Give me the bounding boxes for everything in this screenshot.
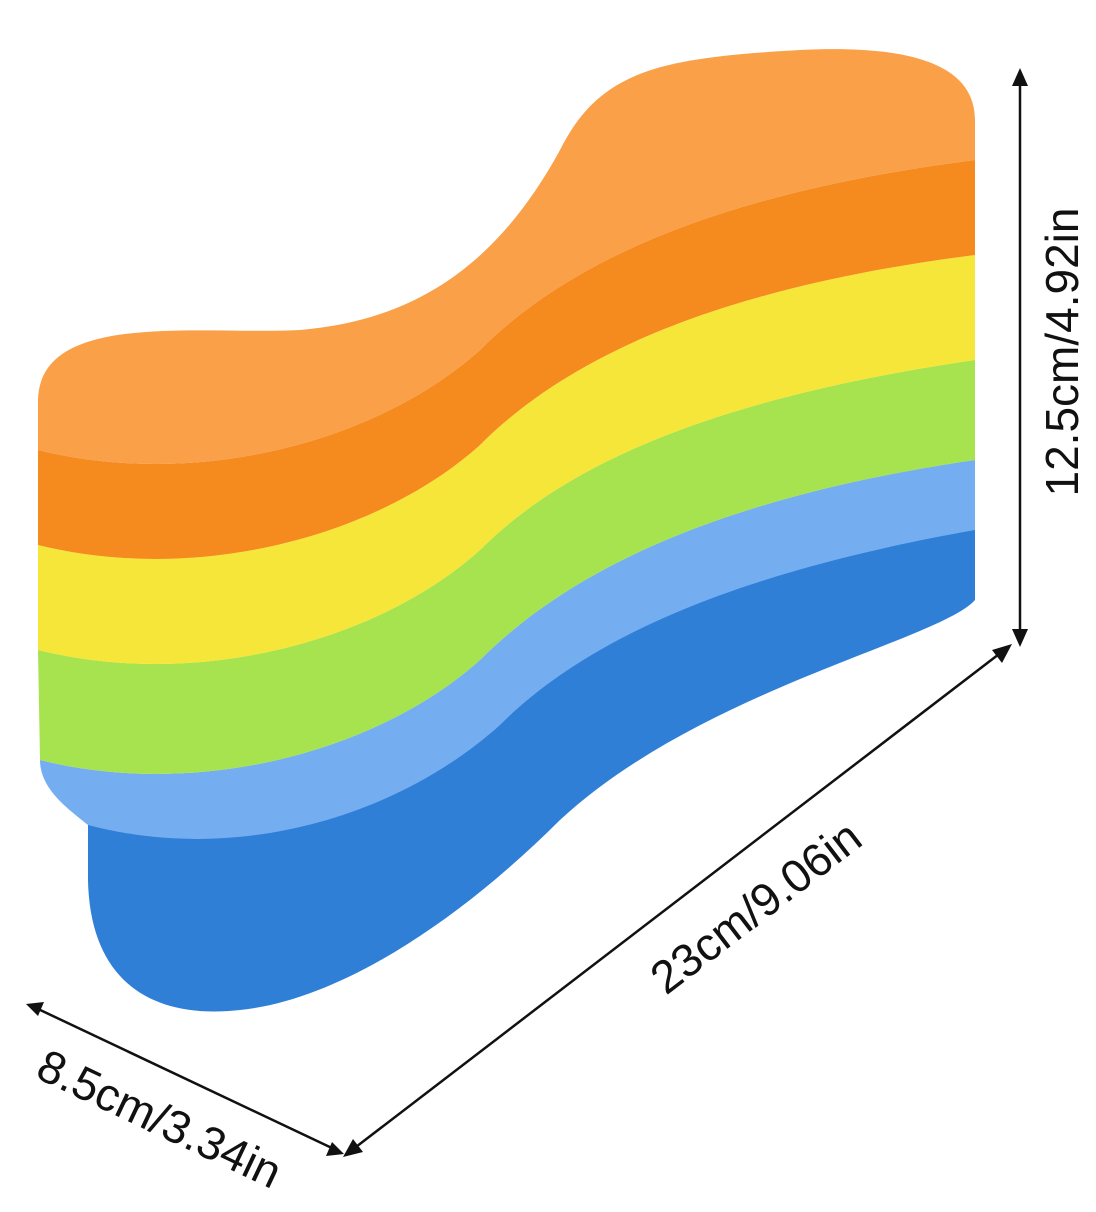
width-label: 8.5cm/3.34in — [29, 1039, 289, 1199]
band-light-blue — [40, 460, 975, 839]
height-dimension: 12.5cm/4.92in — [1012, 68, 1088, 647]
arrow-head — [343, 1139, 363, 1157]
length-arrow — [351, 650, 1004, 1151]
arrow-head — [326, 1142, 344, 1156]
band-green — [38, 360, 975, 774]
arrow-head — [992, 644, 1012, 663]
top-face — [38, 49, 975, 464]
arrow-head — [1012, 629, 1028, 647]
band-blue-bottom — [88, 520, 975, 1012]
foam-pull-buoy — [38, 49, 975, 1012]
arrow-head — [1012, 68, 1028, 86]
arrow-head — [26, 1002, 44, 1016]
band-yellow — [38, 255, 975, 664]
height-label: 12.5cm/4.92in — [1036, 208, 1088, 497]
width-arrow — [35, 1006, 335, 1151]
width-dimension: 8.5cm/3.34in — [26, 1002, 344, 1198]
band-orange-side — [38, 160, 975, 559]
